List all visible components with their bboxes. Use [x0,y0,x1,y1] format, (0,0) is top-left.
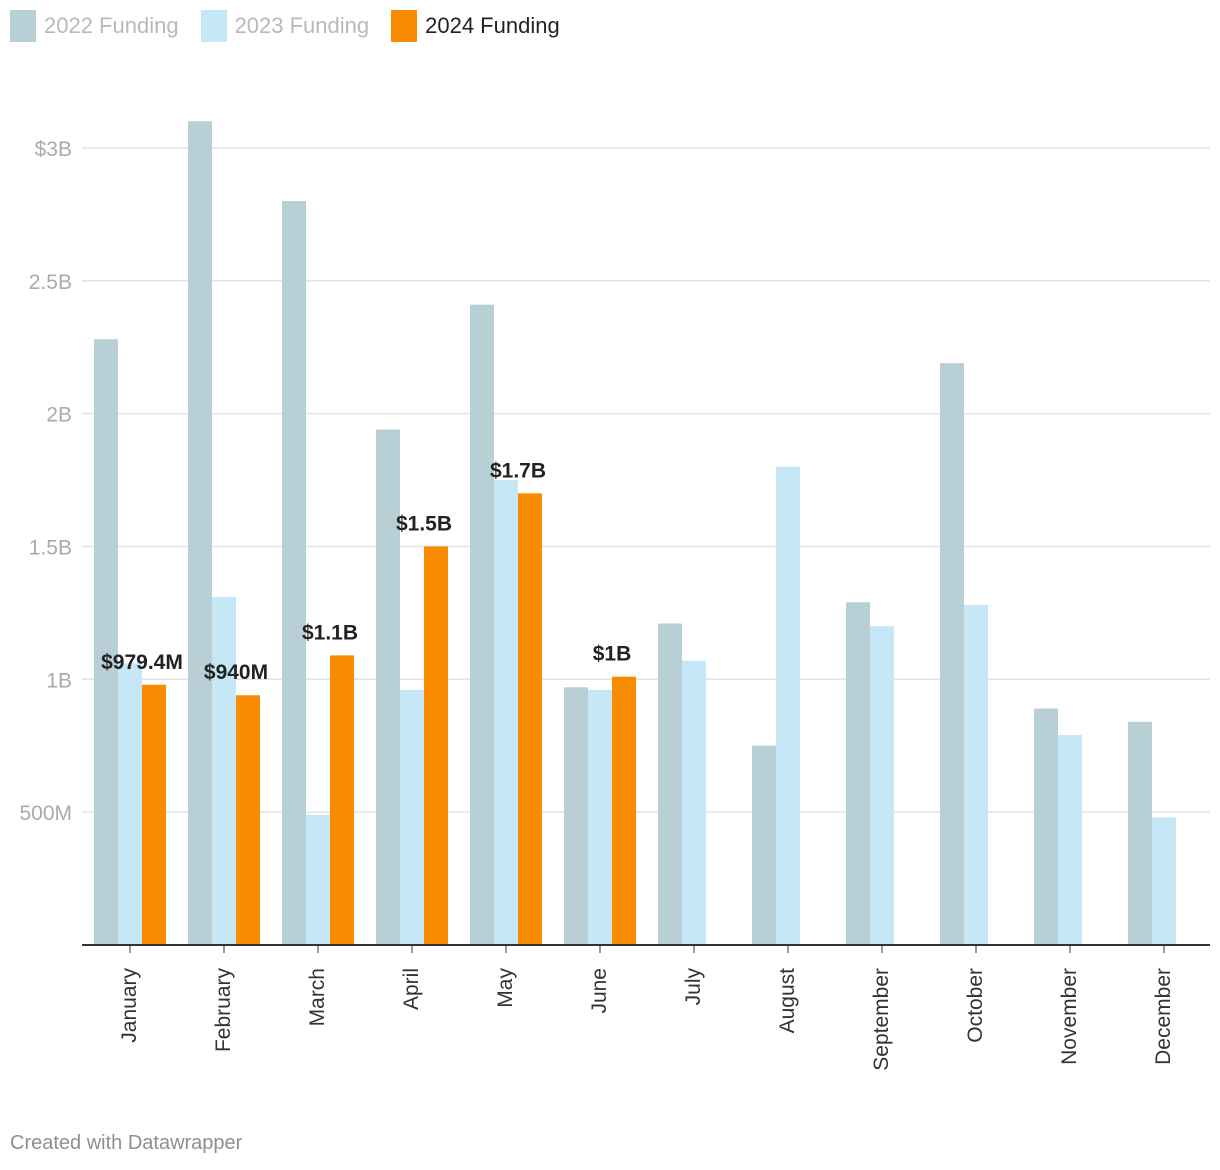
data-label: $1B [593,643,632,666]
legend-item-2022[interactable]: 2022 Funding [10,10,179,42]
gridlines: 500M 1B 1.5B 2B 2.5B $3B [19,138,1210,825]
y-tick-label: 2.5B [29,271,72,294]
bar-2023-july [682,660,706,945]
bar-2022-december [1128,721,1152,945]
x-tick-label: December [1152,968,1175,1065]
x-tick-label: March [306,968,329,1026]
x-tick-label: January [118,968,141,1043]
x-tick-label: October [964,968,987,1043]
bar-2023-february [212,596,236,945]
y-tick-label: 1B [46,669,72,692]
legend-swatch-2023 [200,10,227,42]
x-tick-label: November [1058,968,1081,1065]
data-labels: $979.4M $940M $1.1B $1.5B $1.7B $1B [101,459,631,684]
bar-2023-january [118,663,142,945]
bar-2022-october [940,363,964,945]
legend: 2022 Funding 2023 Funding 2024 Funding [10,10,582,42]
bar-2023-december [1152,817,1176,945]
bar-2022-february [188,121,212,945]
bar-2022-march [282,201,306,946]
y-tick-label: 500M [19,802,72,825]
legend-item-2023[interactable]: 2023 Funding [200,10,370,42]
bar-2023-october [964,604,988,945]
bar-2024-february [236,695,260,945]
bar-2024-march [330,655,354,945]
bar-2023-november [1058,735,1082,945]
bar-2023-april [400,689,424,945]
bar-2023-may [494,480,518,945]
bar-2022-may [470,304,494,946]
bar-2022-november [1034,708,1058,945]
x-tick-label: February [212,968,235,1053]
bar-2024-january [142,684,166,945]
legend-label-2023: 2023 Funding [234,13,370,38]
bar-2023-august [776,466,800,945]
legend-swatch-2024 [391,10,418,42]
data-label: $979.4M [101,651,183,674]
bar-2022-april [376,429,400,945]
bar-2024-may [518,493,542,945]
bar-2022-january [94,339,118,946]
bar-2024-june [612,676,636,945]
bar-2022-june [564,687,588,945]
data-label: $940M [204,661,268,684]
footer-credit: Created with Datawrapper [10,1132,243,1154]
bar-2023-september [870,626,894,945]
bar-chart: 500M 1B 1.5B 2B 2.5B $3B $979.4M $940M $1.1B $1.… [19,121,1210,1071]
bar-2022-september [846,602,870,945]
bar-2022-august [752,745,776,945]
y-tick-label: 2B [46,404,72,427]
bar-2024-april [424,546,448,945]
x-tick-label: May [494,968,517,1008]
x-tick-label: July [682,968,705,1006]
x-axis: January February March April May June July Augu… [82,944,1210,1071]
bars [94,121,1176,946]
data-label: $1.5B [396,512,452,535]
bar-2023-march [306,814,330,945]
x-tick-label: April [400,968,423,1010]
x-tick-label: August [776,968,799,1034]
y-tick-label: 1.5B [29,536,72,559]
data-label: $1.1B [302,621,358,644]
x-tick-label: September [870,968,893,1071]
legend-item-2024[interactable]: 2024 Funding [391,10,560,42]
legend-label-2022: 2022 Funding [44,13,179,38]
bar-2023-june [588,689,612,945]
data-label: $1.7B [490,459,546,482]
legend-label-2024: 2024 Funding [425,13,560,38]
bar-2022-july [658,623,682,945]
legend-swatch-2022 [10,10,36,42]
y-tick-label: $3B [35,138,72,161]
x-tick-label: June [588,968,611,1014]
